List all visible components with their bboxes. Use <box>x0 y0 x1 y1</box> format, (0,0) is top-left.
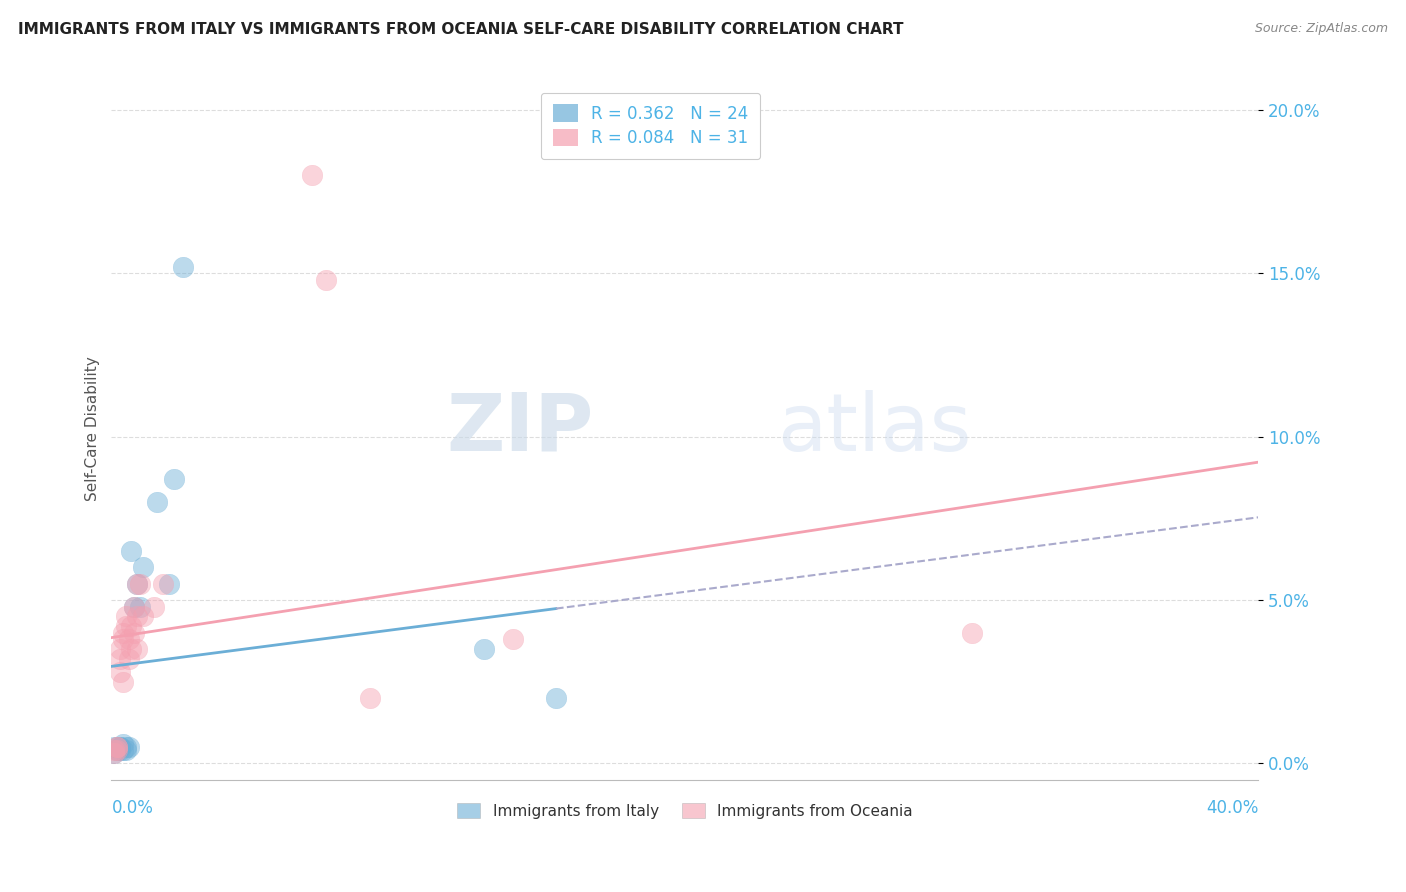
Point <box>129 599 152 614</box>
Point <box>105 739 128 754</box>
Point <box>121 619 143 633</box>
Point <box>117 632 139 647</box>
Point <box>105 743 128 757</box>
Point <box>157 576 180 591</box>
Point <box>117 652 139 666</box>
Point <box>127 609 149 624</box>
Point <box>502 632 524 647</box>
Point <box>105 743 128 757</box>
Point <box>108 739 131 754</box>
Point <box>111 625 134 640</box>
Point <box>108 652 131 666</box>
Point <box>129 576 152 591</box>
Point <box>127 576 149 591</box>
Text: ZIP: ZIP <box>446 390 593 467</box>
Point <box>124 625 146 640</box>
Point <box>172 260 194 274</box>
Point <box>143 599 166 614</box>
Point <box>103 747 125 761</box>
Text: atlas: atlas <box>776 390 972 467</box>
Text: IMMIGRANTS FROM ITALY VS IMMIGRANTS FROM OCEANIA SELF-CARE DISABILITY CORRELATIO: IMMIGRANTS FROM ITALY VS IMMIGRANTS FROM… <box>18 22 904 37</box>
Point <box>127 576 149 591</box>
Point <box>359 690 381 705</box>
Text: 0.0%: 0.0% <box>111 799 153 817</box>
Point <box>544 690 567 705</box>
Point <box>121 642 143 657</box>
Point <box>114 739 136 754</box>
Point <box>124 599 146 614</box>
Point <box>108 665 131 679</box>
Point <box>127 642 149 657</box>
Point <box>105 739 128 754</box>
Point <box>163 472 186 486</box>
Point <box>111 743 134 757</box>
Point <box>146 495 169 509</box>
Point <box>105 739 128 754</box>
Point <box>117 739 139 754</box>
Point <box>960 625 983 640</box>
Point <box>103 739 125 754</box>
Point <box>315 273 337 287</box>
Point <box>152 576 174 591</box>
Point <box>105 743 128 757</box>
Point <box>132 609 155 624</box>
Text: Source: ZipAtlas.com: Source: ZipAtlas.com <box>1254 22 1388 36</box>
Point <box>124 599 146 614</box>
Point <box>103 747 125 761</box>
Point <box>472 642 495 657</box>
Point <box>108 739 131 754</box>
Point <box>111 632 134 647</box>
Legend: Immigrants from Italy, Immigrants from Oceania: Immigrants from Italy, Immigrants from O… <box>451 797 918 824</box>
Point <box>114 743 136 757</box>
Point <box>114 619 136 633</box>
Point <box>111 737 134 751</box>
Point <box>114 609 136 624</box>
Point <box>301 169 323 183</box>
Point <box>132 560 155 574</box>
Y-axis label: Self-Care Disability: Self-Care Disability <box>86 356 100 501</box>
Point <box>108 743 131 757</box>
Point <box>111 674 134 689</box>
Point <box>103 743 125 757</box>
Point <box>121 544 143 558</box>
Text: 40.0%: 40.0% <box>1206 799 1258 817</box>
Point <box>108 642 131 657</box>
